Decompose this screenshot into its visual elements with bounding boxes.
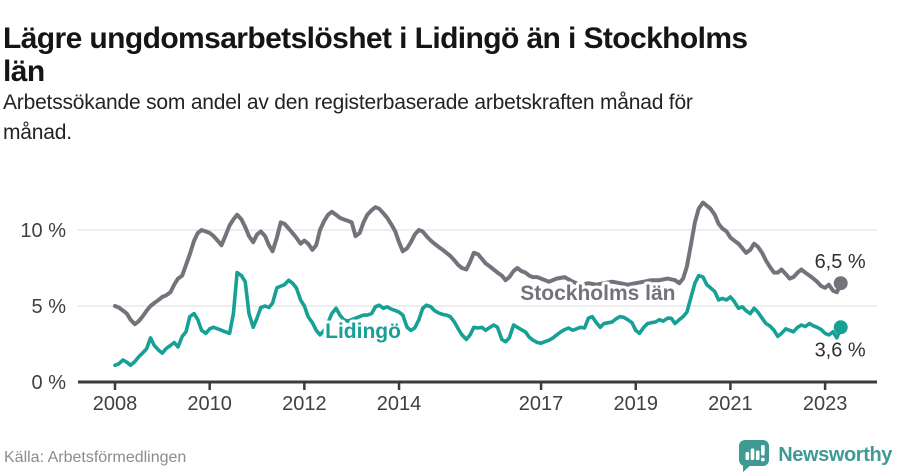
line-chart-svg: 0 % 5 % 10 % 2008 2010 2012 2014 2017 2019 2021 20… bbox=[20, 200, 877, 415]
series-end-dot bbox=[833, 276, 848, 291]
newsworthy-logo: Newsworthy bbox=[737, 438, 892, 472]
source-note: Källa: Arbetsförmedlingen bbox=[4, 449, 187, 466]
x-axis-label: 2017 bbox=[519, 393, 564, 415]
x-axis-label: 2023 bbox=[803, 393, 848, 415]
chart-subtitle-line-1: Arbetssökande som andel av den registerb… bbox=[3, 91, 693, 114]
series-end-dot bbox=[833, 320, 848, 335]
x-axis-label: 2012 bbox=[282, 393, 327, 415]
y-axis-label: 5 % bbox=[32, 296, 67, 318]
chart-area: 0 % 5 % 10 % 2008 2010 2012 2014 2017 2019 2021 20… bbox=[0, 160, 900, 422]
y-axis-label: 10 % bbox=[20, 220, 66, 242]
x-axis-label: 2014 bbox=[377, 393, 422, 415]
newsworthy-logo-text: Newsworthy bbox=[778, 443, 892, 466]
page-title-line-2: län bbox=[3, 55, 45, 89]
page-title-line-1: Lägre ungdomsarbetslöshet i Lidingö än i… bbox=[3, 22, 748, 56]
x-axis-label: 2019 bbox=[613, 393, 658, 415]
x-axis-label: 2021 bbox=[708, 393, 753, 415]
newsworthy-logo-icon bbox=[739, 440, 770, 472]
series-end-value-label: 3,6 % bbox=[815, 339, 866, 361]
series-end-value-label: 6,5 % bbox=[815, 251, 866, 273]
y-axis-label: 0 % bbox=[32, 372, 67, 394]
series-line-stockholms-lan bbox=[113, 200, 843, 327]
series-line-lidingo bbox=[113, 270, 843, 368]
page-title: Lägre ungdomsarbetslöshet i Lidingö än i… bbox=[3, 22, 897, 88]
chart-subtitle: Arbetssökande som andel av den registerb… bbox=[3, 88, 897, 148]
x-axis-label: 2008 bbox=[93, 393, 138, 415]
x-axis-label: 2010 bbox=[187, 393, 232, 415]
series-label: Lidingö bbox=[325, 320, 401, 343]
chart-subtitle-line-2: månad. bbox=[3, 121, 72, 144]
series-label: Stockholms län bbox=[520, 282, 675, 305]
